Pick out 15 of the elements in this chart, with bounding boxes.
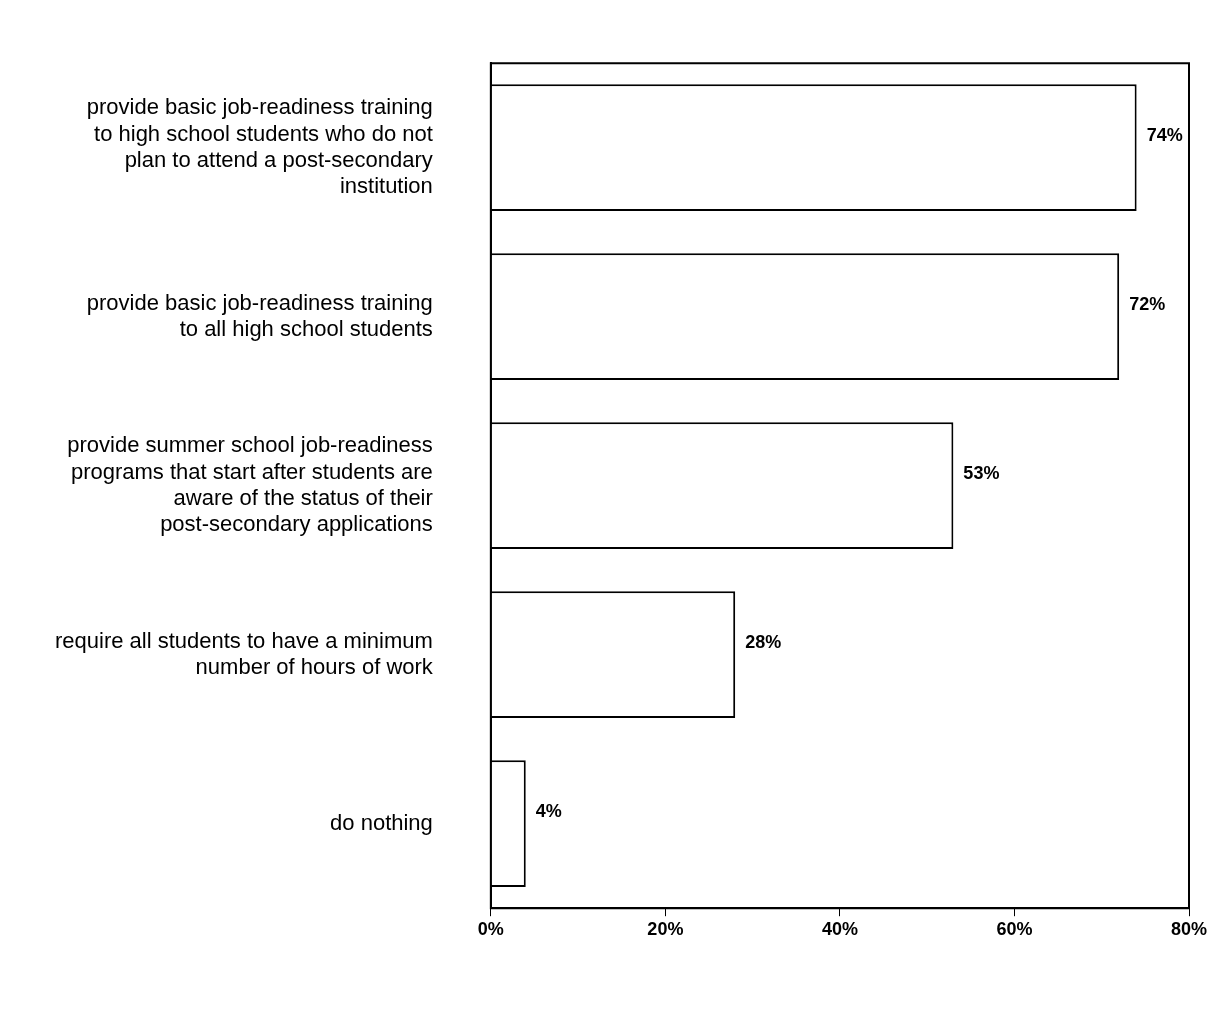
data-label: 4% (535, 800, 562, 821)
x-tick-label: 60% (996, 918, 1033, 939)
x-tick-label: 0% (477, 918, 504, 939)
y-tick-label: provide basic job-readiness training to high school students who do not plan to attend a post-secondary institution (86, 94, 433, 199)
data-label: 74% (1146, 124, 1183, 145)
x-tick-label: 80% (1170, 918, 1208, 939)
y-tick-label: provide basic job-readiness training to all high school students (86, 289, 433, 341)
x-tick-label: 40% (821, 918, 858, 939)
data-label: 53% (963, 462, 1000, 483)
data-label: 28% (745, 631, 782, 652)
y-tick-label: provide summer school job-readiness programs that start after students are aware of the status of their post-secondary applications (67, 432, 433, 537)
y-tick-label: require all students to have a minimum number of hours of work (54, 627, 434, 679)
y-tick-label: do nothing (330, 809, 433, 835)
x-tick-label: 20% (647, 918, 684, 939)
data-label: 72% (1129, 293, 1166, 314)
